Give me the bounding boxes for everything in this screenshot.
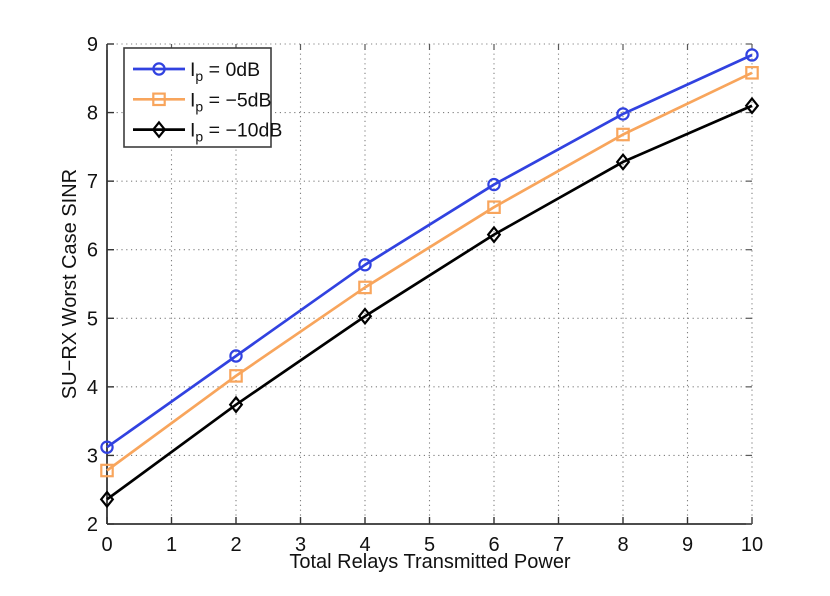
series-diamond [99, 96, 760, 509]
circle-marker [152, 62, 166, 76]
y-tick-label: 2 [87, 514, 98, 536]
square-marker [152, 92, 166, 107]
legend-entry: Ip = 0dB [133, 59, 260, 84]
legend-label: Ip = 0dB [190, 59, 260, 84]
series-square [100, 65, 759, 478]
y-tick-label: 8 [87, 103, 98, 125]
series-lines [99, 48, 760, 509]
x-tick-label: 1 [166, 534, 177, 556]
circle-marker [487, 177, 501, 192]
diamond-marker [615, 152, 631, 171]
y-tick-label: 3 [87, 445, 98, 467]
legend: Ip = 0dB Ip = −5dB Ip = −10dB [123, 47, 282, 148]
x-tick-label: 4 [359, 534, 370, 556]
x-tick-label: 0 [101, 534, 112, 556]
diamond-marker [151, 120, 167, 139]
diamond-marker [486, 225, 502, 244]
series-circle [100, 48, 759, 454]
axes [106, 43, 753, 525]
x-tick-label: 2 [230, 534, 241, 556]
tick-labels: 0 1 2 3 4 5 6 7 8 9 10 2 3 4 5 6 7 8 9 [87, 34, 763, 556]
circle-marker [745, 48, 759, 62]
x-axis-label: Total Relays Transmitted Power [289, 551, 571, 573]
square-marker [745, 65, 759, 80]
square-marker [487, 200, 501, 214]
square-marker [100, 463, 114, 478]
legend-entry: Ip = −5dB [133, 89, 272, 114]
y-axis-label: SU−RX Worst Case SINR [59, 169, 81, 399]
diamond-marker [99, 490, 115, 509]
square-marker [616, 127, 630, 142]
circle-marker [616, 107, 630, 121]
x-tick-label: 3 [295, 534, 306, 556]
series-line [106, 53, 753, 449]
circle-marker [358, 258, 372, 272]
circle-marker [100, 440, 114, 454]
y-tick-label: 7 [87, 171, 98, 193]
y-tick-label: 6 [87, 240, 98, 262]
diamond-marker [744, 96, 760, 115]
x-tick-label: 8 [617, 534, 628, 556]
legend-label: Ip = −10dB [190, 120, 282, 145]
y-tick-label: 9 [87, 34, 98, 56]
square-marker [358, 280, 372, 295]
x-tick-label: 6 [488, 534, 499, 556]
circle-marker [229, 349, 243, 363]
square-marker [229, 369, 243, 383]
series-line [106, 104, 753, 501]
y-tick-label: 4 [87, 377, 98, 399]
x-tick-label: 9 [682, 534, 693, 556]
x-tick-label: 5 [424, 534, 435, 556]
series-line [106, 71, 753, 472]
x-tick-label: 7 [553, 534, 564, 556]
x-tick-label: 10 [741, 534, 763, 556]
diamond-marker [228, 395, 244, 414]
legend-entry: Ip = −10dB [133, 120, 282, 145]
y-tick-label: 5 [87, 308, 98, 330]
legend-label: Ip = −5dB [190, 89, 272, 114]
diamond-marker [357, 307, 373, 326]
